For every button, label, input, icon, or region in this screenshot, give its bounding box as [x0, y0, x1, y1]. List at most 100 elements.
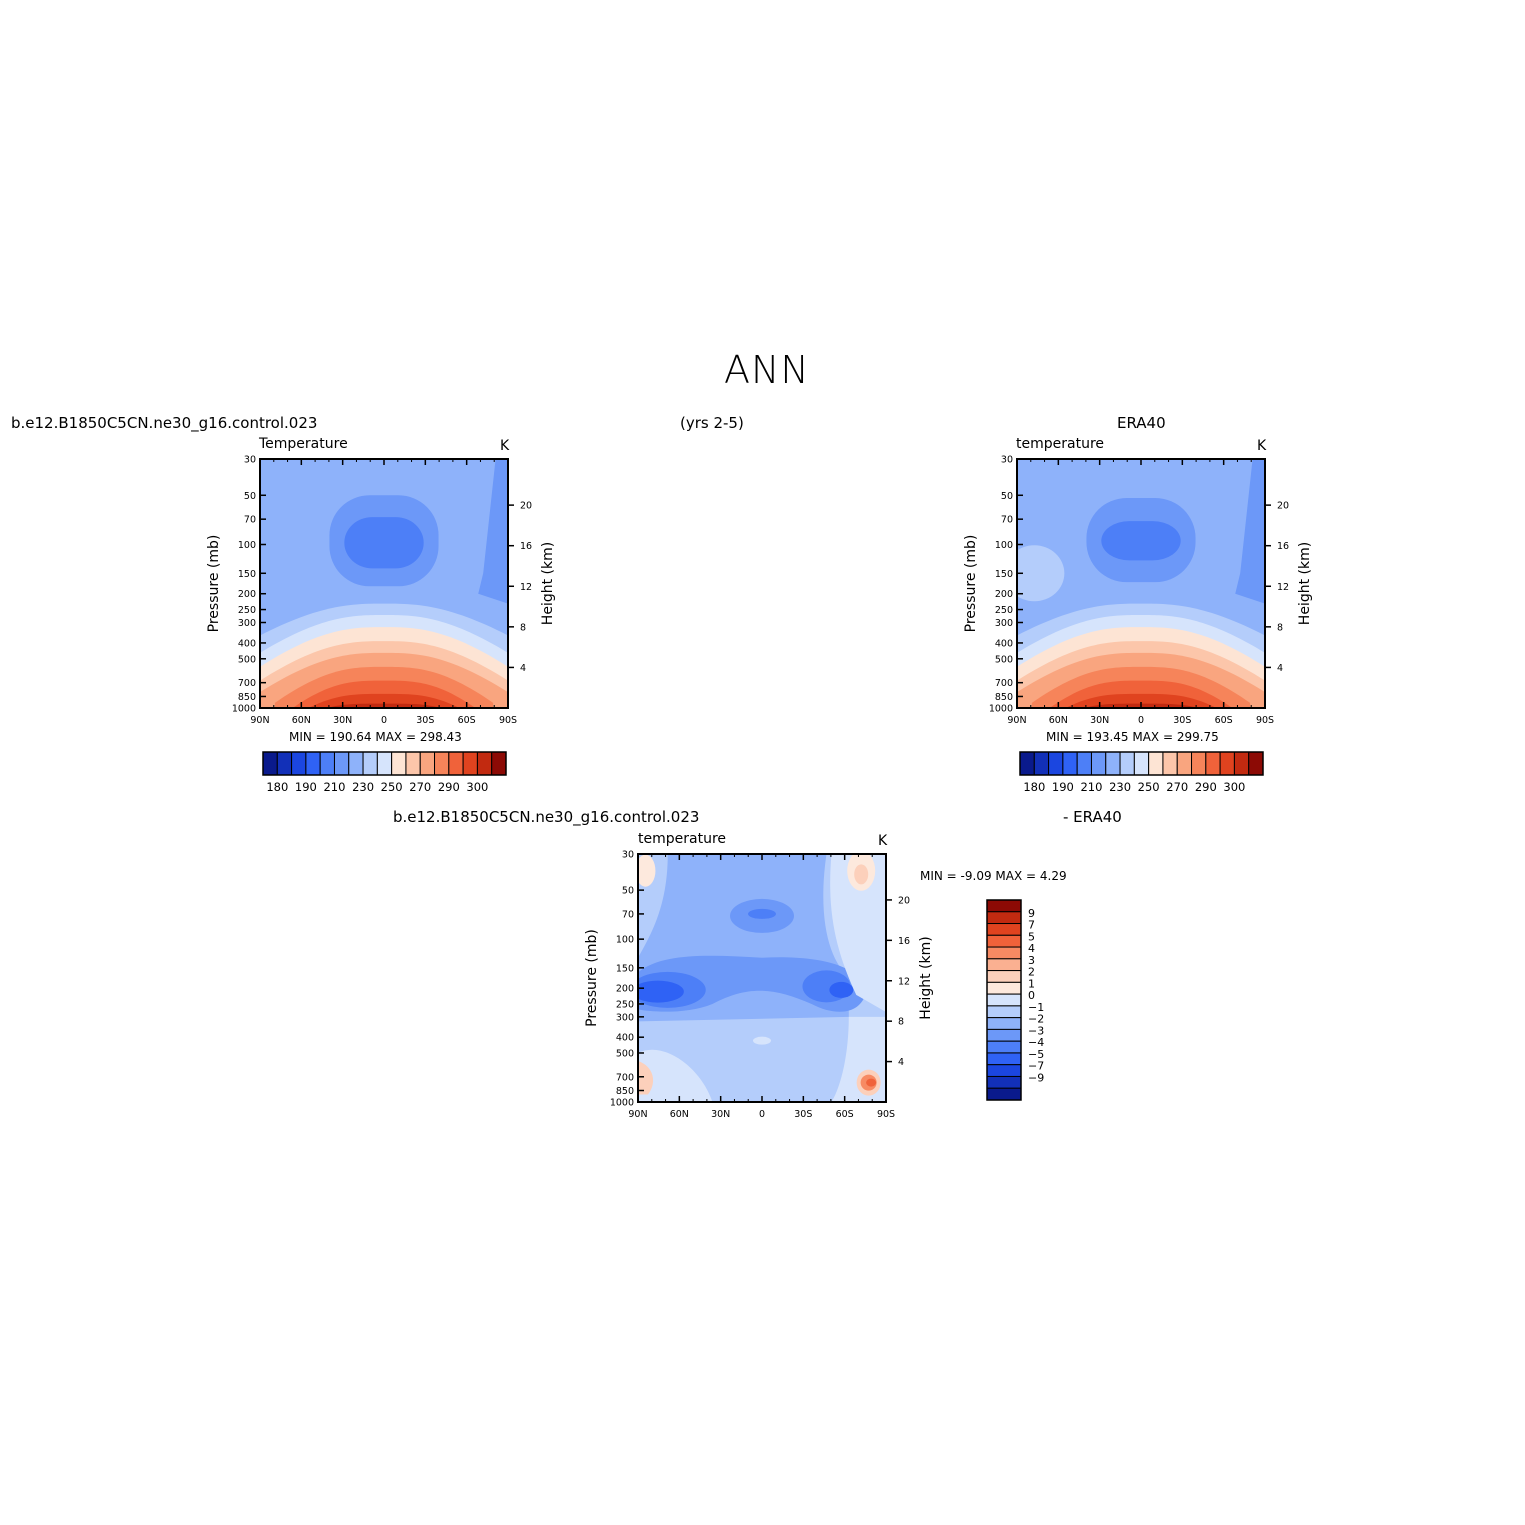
obs-pressure-tick-label: 300: [995, 618, 1013, 629]
model-x-tick-label: 90S: [499, 715, 517, 726]
obs-colorbar-tick-label: 230: [1109, 780, 1131, 794]
diff-colorbar-box: [986, 1064, 1022, 1077]
model-colorbar-tick-label: 290: [438, 780, 460, 794]
obs-pressure-tick-label: 500: [995, 654, 1013, 665]
model-pressure-tick-label: 1000: [232, 704, 256, 715]
obs-colorbar-box: [1148, 751, 1164, 776]
model-pressure-tick-label: 50: [244, 491, 256, 502]
model-colorbar-tick-label: 270: [409, 780, 431, 794]
model-units-label: K: [500, 438, 510, 454]
diff-height-tick-label: 20: [898, 895, 910, 906]
diff-pressure-tick-label: 700: [616, 1072, 634, 1083]
model-colorbar-box: [476, 751, 493, 776]
diff-colorbar-box: [986, 911, 1022, 925]
diff-colorbar-tick-label: 9: [1028, 907, 1035, 920]
diff-x-tick-label: 60N: [670, 1109, 689, 1120]
model-field-190: [344, 517, 424, 569]
obs-colorbar-box: [1248, 751, 1264, 776]
obs-field-190: [1101, 521, 1181, 561]
model-colorbar-box: [319, 751, 335, 776]
diff-colorbar-box: [986, 1028, 1022, 1042]
diff-field-plus1-south-strat: [854, 864, 869, 885]
diff-pressure-tick-label: 250: [616, 999, 634, 1010]
model-colorbar-tick-label: 210: [323, 780, 345, 794]
obs-pressure-tick-label: 70: [1001, 515, 1013, 526]
obs-x-tick-label: 60S: [1215, 715, 1233, 726]
model-pressure-tick-label: 400: [238, 638, 256, 649]
obs-colorbar-tick-label: 180: [1023, 780, 1045, 794]
model-x-tick-label: 0: [381, 715, 387, 726]
diff-pressure-tick-label: 30: [622, 850, 634, 861]
model-colorbar-box: [462, 751, 478, 776]
obs-colorbar-box: [1062, 751, 1078, 776]
obs-pressure-tick-label: 200: [995, 589, 1013, 600]
diff-units-label: K: [878, 833, 888, 849]
obs-name-title: ERA40: [1117, 414, 1166, 432]
obs-temperature-plot: 3050701001502002503004005007008501000481…: [963, 455, 1313, 795]
model-field-dome-14: [308, 693, 460, 708]
diff-colorbar-box: [986, 923, 1022, 936]
diff-field-minus5-south: [829, 981, 854, 998]
obs-colorbar-box: [1219, 751, 1235, 776]
obs-colorbar-tick-label: 210: [1080, 780, 1102, 794]
diff-field-minus0-strat: [830, 854, 886, 1012]
diff-colorbar-box: [986, 970, 1022, 983]
model-colorbar-box: [333, 751, 350, 776]
diff-x-tick-label: 0: [759, 1109, 765, 1120]
obs-field-dome-14: [1065, 693, 1217, 708]
obs-x-tick-label: 30S: [1173, 715, 1191, 726]
model-x-tick-label: 90N: [250, 715, 269, 726]
diff-x-tick-label: 60S: [836, 1109, 854, 1120]
diff-colorbar-box: [986, 1052, 1022, 1066]
obs-field-north-polar: [1017, 545, 1065, 602]
diff-field-minus5-north: [638, 980, 684, 1003]
diff-minmax-label: MIN = -9.09 MAX = 4.29: [920, 869, 1067, 883]
diff-colorbar-tick-label: 5: [1028, 930, 1035, 943]
model-colorbar-box: [405, 751, 421, 776]
model-pressure-tick-label: 500: [238, 654, 256, 665]
diff-colorbar-tick-label: −3: [1028, 1024, 1044, 1037]
obs-colorbar-tick-label: 250: [1138, 780, 1160, 794]
model-colorbar-box: [391, 751, 407, 776]
diff-pressure-tick-label: 70: [622, 909, 634, 920]
diff-pressure-tick-label: 500: [616, 1048, 634, 1059]
model-temperature-plot: 3050701001502002503004005007008501000481…: [206, 455, 556, 795]
diff-colorbar-box: [986, 934, 1022, 948]
obs-x-tick-label: 30N: [1090, 715, 1109, 726]
model-contours: [260, 459, 508, 708]
obs-y2label: Height (km): [1297, 542, 1313, 625]
model-x-tick-label: 30S: [416, 715, 434, 726]
obs-colorbar-box: [1191, 751, 1207, 776]
obs-colorbar-tick-label: 190: [1052, 780, 1074, 794]
diff-pressure-tick-label: 300: [616, 1012, 634, 1023]
obs-pressure-tick-label: 150: [995, 569, 1013, 580]
obs-pressure-tick-label: 250: [995, 605, 1013, 616]
diff-colorbar-tick-label: 3: [1028, 954, 1035, 967]
diff-field-minus0-north: [638, 1049, 713, 1102]
diff-pressure-tick-label: 100: [616, 935, 634, 946]
model-pressure-tick-label: 150: [238, 569, 256, 580]
obs-colorbar-box: [1119, 751, 1135, 776]
diff-pressure-tick-label: 400: [616, 1033, 634, 1044]
model-pressure-tick-label: 70: [244, 515, 256, 526]
obs-x-tick-label: 90S: [1256, 715, 1274, 726]
diff-pressure-tick-label: 200: [616, 984, 634, 995]
model-pressure-tick-label: 30: [244, 455, 256, 466]
model-colorbar-box: [434, 751, 450, 776]
diff-colorbar-box: [986, 1087, 1022, 1101]
diff-field-minus4-tropical: [748, 908, 776, 919]
model-height-tick-label: 8: [520, 622, 526, 633]
diff-height-tick-label: 4: [898, 1057, 904, 1068]
model-colorbar-box: [491, 751, 507, 776]
diff-colorbar-tick-label: 0: [1028, 989, 1035, 1002]
diff-colorbar-tick-label: −4: [1028, 1036, 1044, 1049]
diff-variable-label: temperature: [638, 831, 726, 847]
diff-colorbar-box: [986, 958, 1022, 972]
diff-colorbar-box: [986, 1005, 1022, 1019]
obs-colorbar-tick-label: 270: [1166, 780, 1188, 794]
obs-minmax-label: MIN = 193.45 MAX = 299.75: [1046, 730, 1219, 744]
diff-field-plus4-south: [866, 1078, 877, 1087]
diff-height-tick-label: 8: [898, 1017, 904, 1028]
diff-y2label: Height (km): [918, 936, 934, 1019]
